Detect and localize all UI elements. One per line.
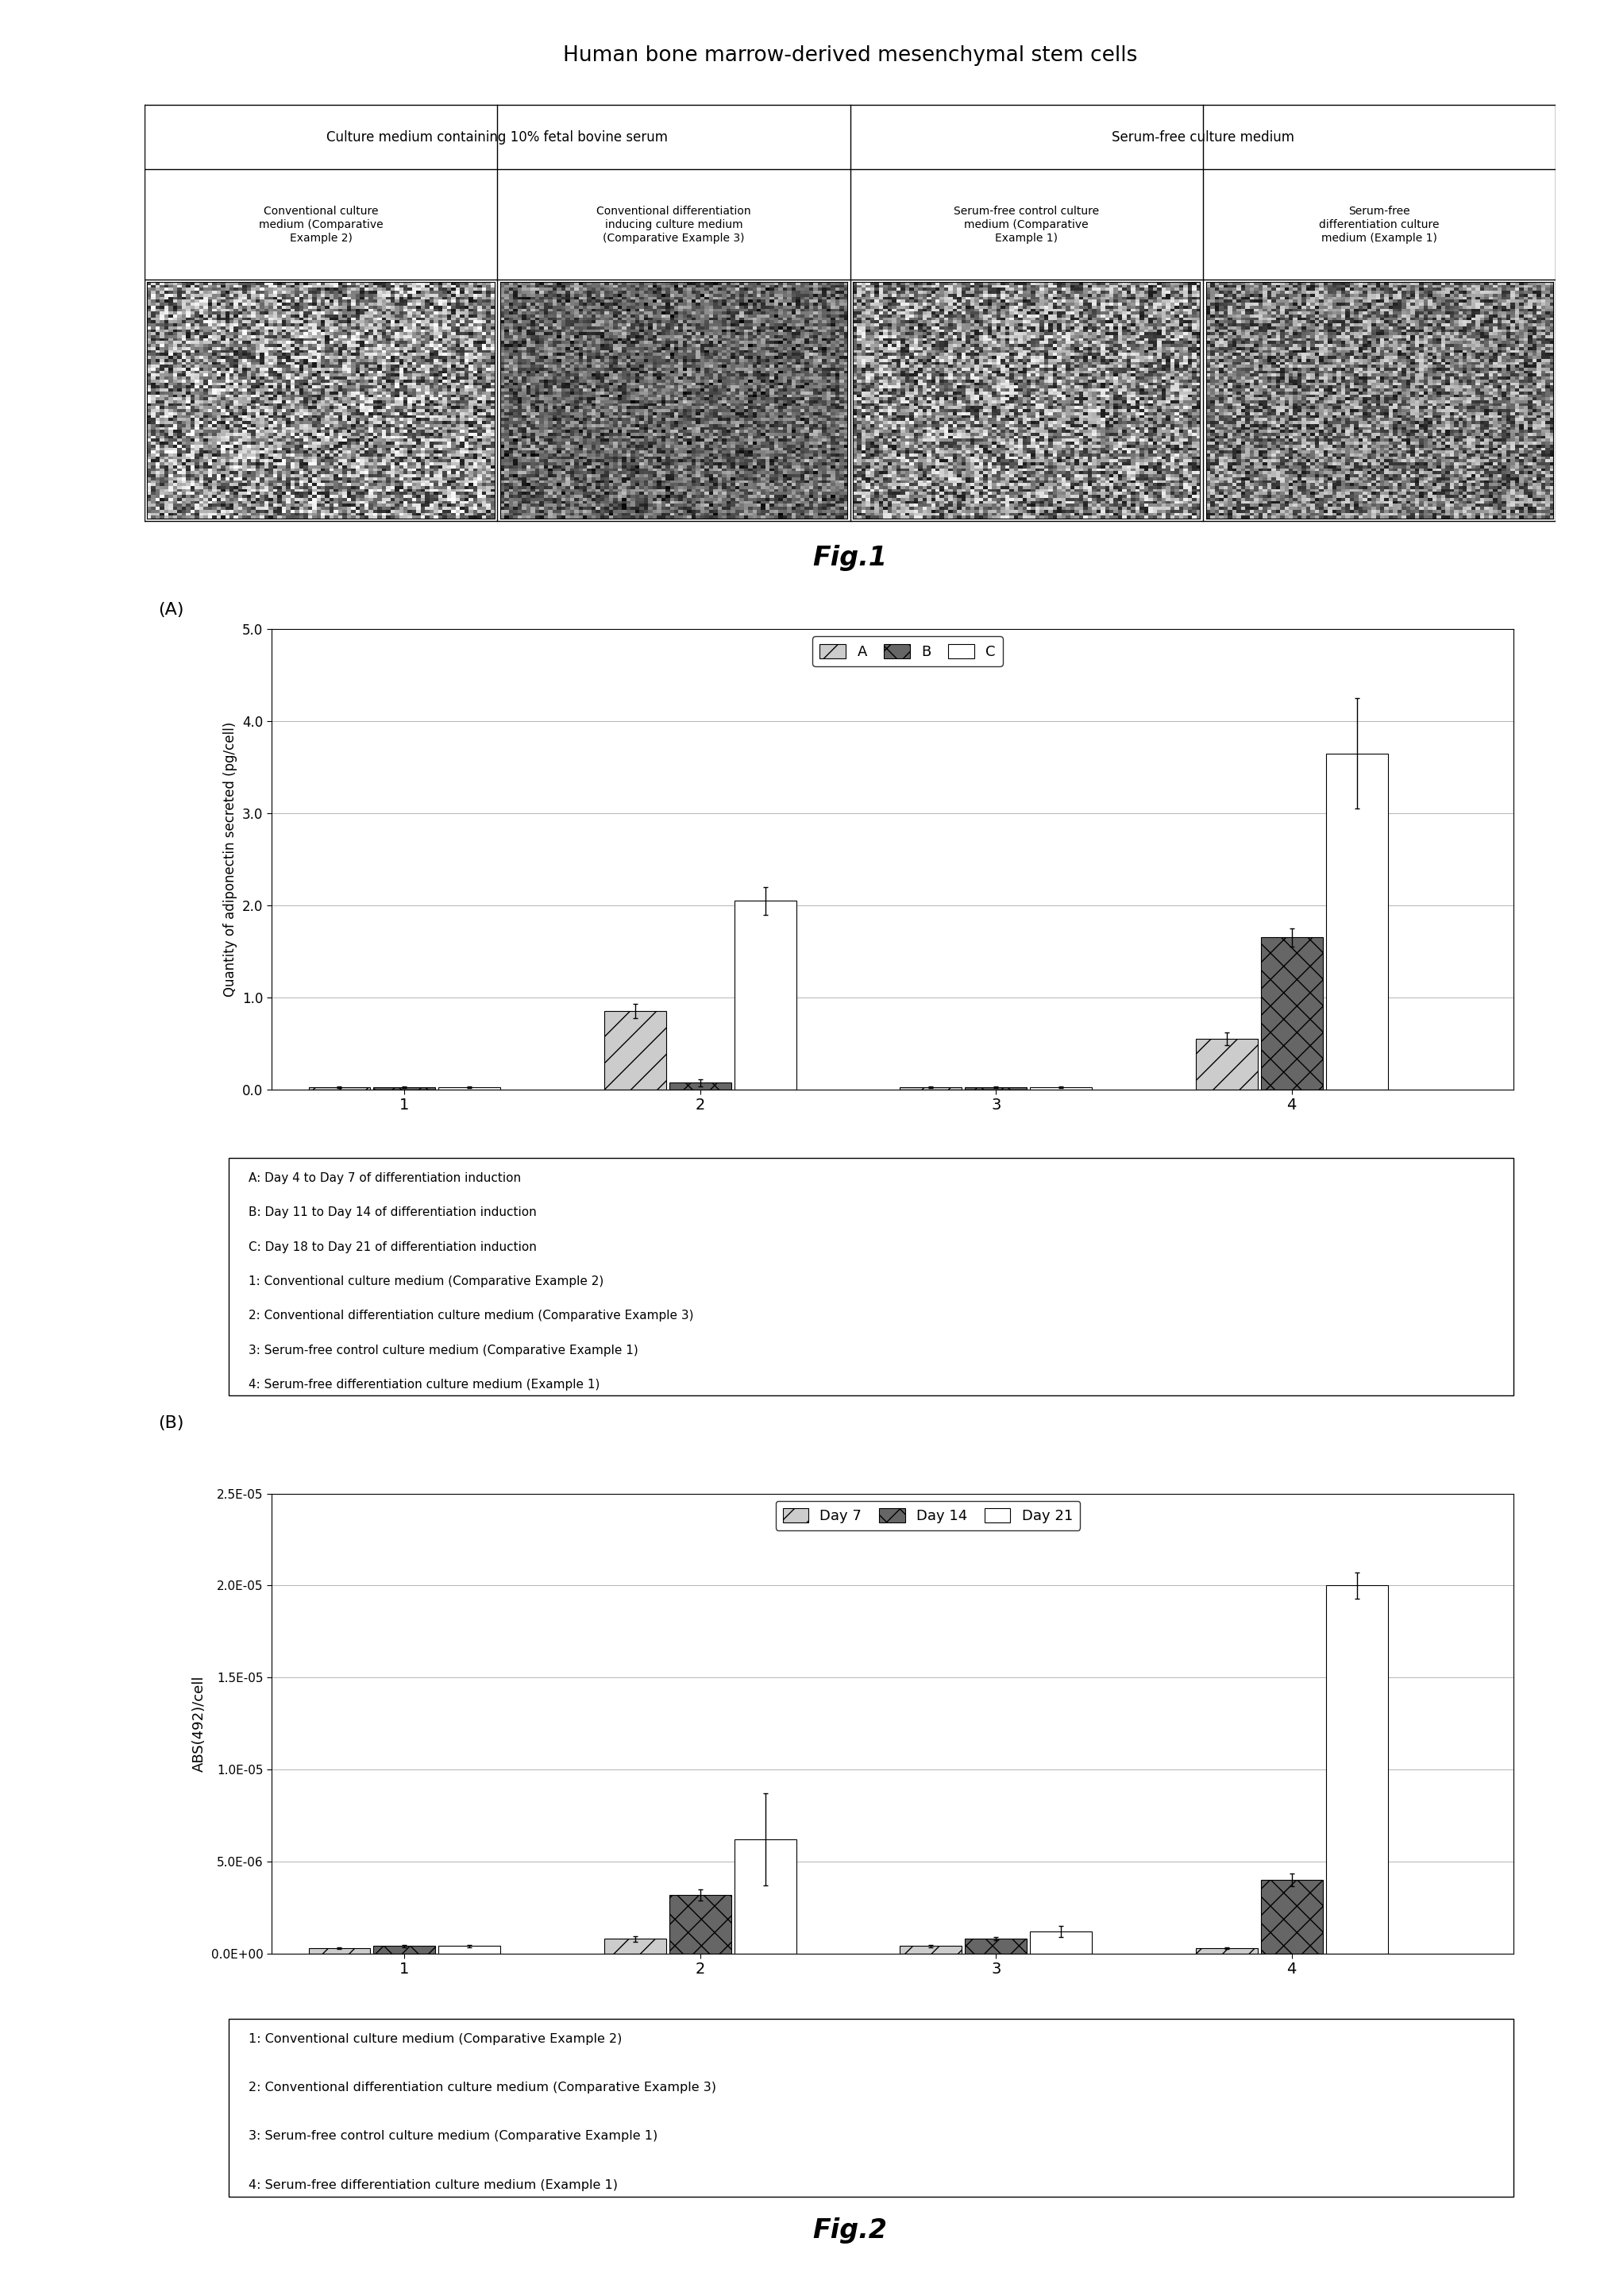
Text: Conventional differentiation
inducing culture medium
(Comparative Example 3): Conventional differentiation inducing cu… <box>597 204 751 243</box>
Text: Serum-free control culture
medium (Comparative
Example 1): Serum-free control culture medium (Compa… <box>954 204 1099 243</box>
Legend: A, B, C: A, B, C <box>813 636 1002 666</box>
Bar <box>900 1947 962 1954</box>
Text: Human bone marrow-derived mesenchymal stem cells: Human bone marrow-derived mesenchymal st… <box>563 46 1137 67</box>
Bar <box>308 1947 371 1954</box>
Text: 2: Conventional differentiation culture medium (Comparative Example 3): 2: Conventional differentiation culture … <box>249 2082 715 2094</box>
Text: 4: Serum-free differentiation culture medium (Example 1): 4: Serum-free differentiation culture me… <box>249 1380 600 1391</box>
Bar <box>669 1894 731 1954</box>
Bar <box>966 1938 1027 1954</box>
Text: 2: Conventional differentiation culture medium (Comparative Example 3): 2: Conventional differentiation culture … <box>249 1311 693 1322</box>
Text: Culture medium containing 10% fetal bovine serum: Culture medium containing 10% fetal bovi… <box>327 131 667 145</box>
Text: 1: Conventional culture medium (Comparative Example 2): 1: Conventional culture medium (Comparat… <box>249 2032 622 2046</box>
Text: (B): (B) <box>159 1417 184 1430</box>
Bar <box>1261 937 1323 1088</box>
Text: Fig.1: Fig.1 <box>813 544 887 572</box>
Text: C: Day 18 to Day 21 of differentiation induction: C: Day 18 to Day 21 of differentiation i… <box>249 1242 536 1254</box>
Text: Fig.2: Fig.2 <box>813 2218 887 2243</box>
Text: 1: Conventional culture medium (Comparative Example 2): 1: Conventional culture medium (Comparat… <box>249 1277 603 1288</box>
Bar <box>1327 753 1387 1088</box>
Bar <box>735 1839 796 1954</box>
Text: Serum-free culture medium: Serum-free culture medium <box>1112 131 1294 145</box>
Text: Conventional culture
medium (Comparative
Example 2): Conventional culture medium (Comparative… <box>258 204 383 243</box>
FancyBboxPatch shape <box>229 2018 1514 2197</box>
Bar <box>438 1947 500 1954</box>
Bar <box>735 900 796 1088</box>
Text: Serum-free
differentiation culture
medium (Example 1): Serum-free differentiation culture mediu… <box>1318 204 1440 243</box>
Bar <box>1195 1947 1258 1954</box>
FancyBboxPatch shape <box>229 1157 1514 1396</box>
Text: B: Day 11 to Day 14 of differentiation induction: B: Day 11 to Day 14 of differentiation i… <box>249 1208 536 1219</box>
Legend: Day 7, Day 14, Day 21: Day 7, Day 14, Day 21 <box>775 1502 1079 1531</box>
Y-axis label: Quantity of adiponectin secreted (pg/cell): Quantity of adiponectin secreted (pg/cel… <box>223 721 237 996</box>
Bar <box>605 1010 666 1088</box>
Bar <box>1195 1038 1258 1088</box>
Text: 3: Serum-free control culture medium (Comparative Example 1): 3: Serum-free control culture medium (Co… <box>249 2131 658 2142</box>
Bar <box>1327 1587 1387 1954</box>
Bar <box>605 1938 666 1954</box>
Bar <box>1261 1880 1323 1954</box>
Text: 4: Serum-free differentiation culture medium (Example 1): 4: Serum-free differentiation culture me… <box>249 2179 618 2190</box>
Text: (A): (A) <box>159 602 184 618</box>
Text: A: Day 4 to Day 7 of differentiation induction: A: Day 4 to Day 7 of differentiation ind… <box>249 1173 521 1185</box>
Bar <box>1030 1931 1092 1954</box>
Bar <box>374 1947 435 1954</box>
Y-axis label: ABS(492)/cell: ABS(492)/cell <box>192 1676 207 1773</box>
Bar <box>669 1084 731 1088</box>
Text: 3: Serum-free control culture medium (Comparative Example 1): 3: Serum-free control culture medium (Co… <box>249 1345 638 1357</box>
